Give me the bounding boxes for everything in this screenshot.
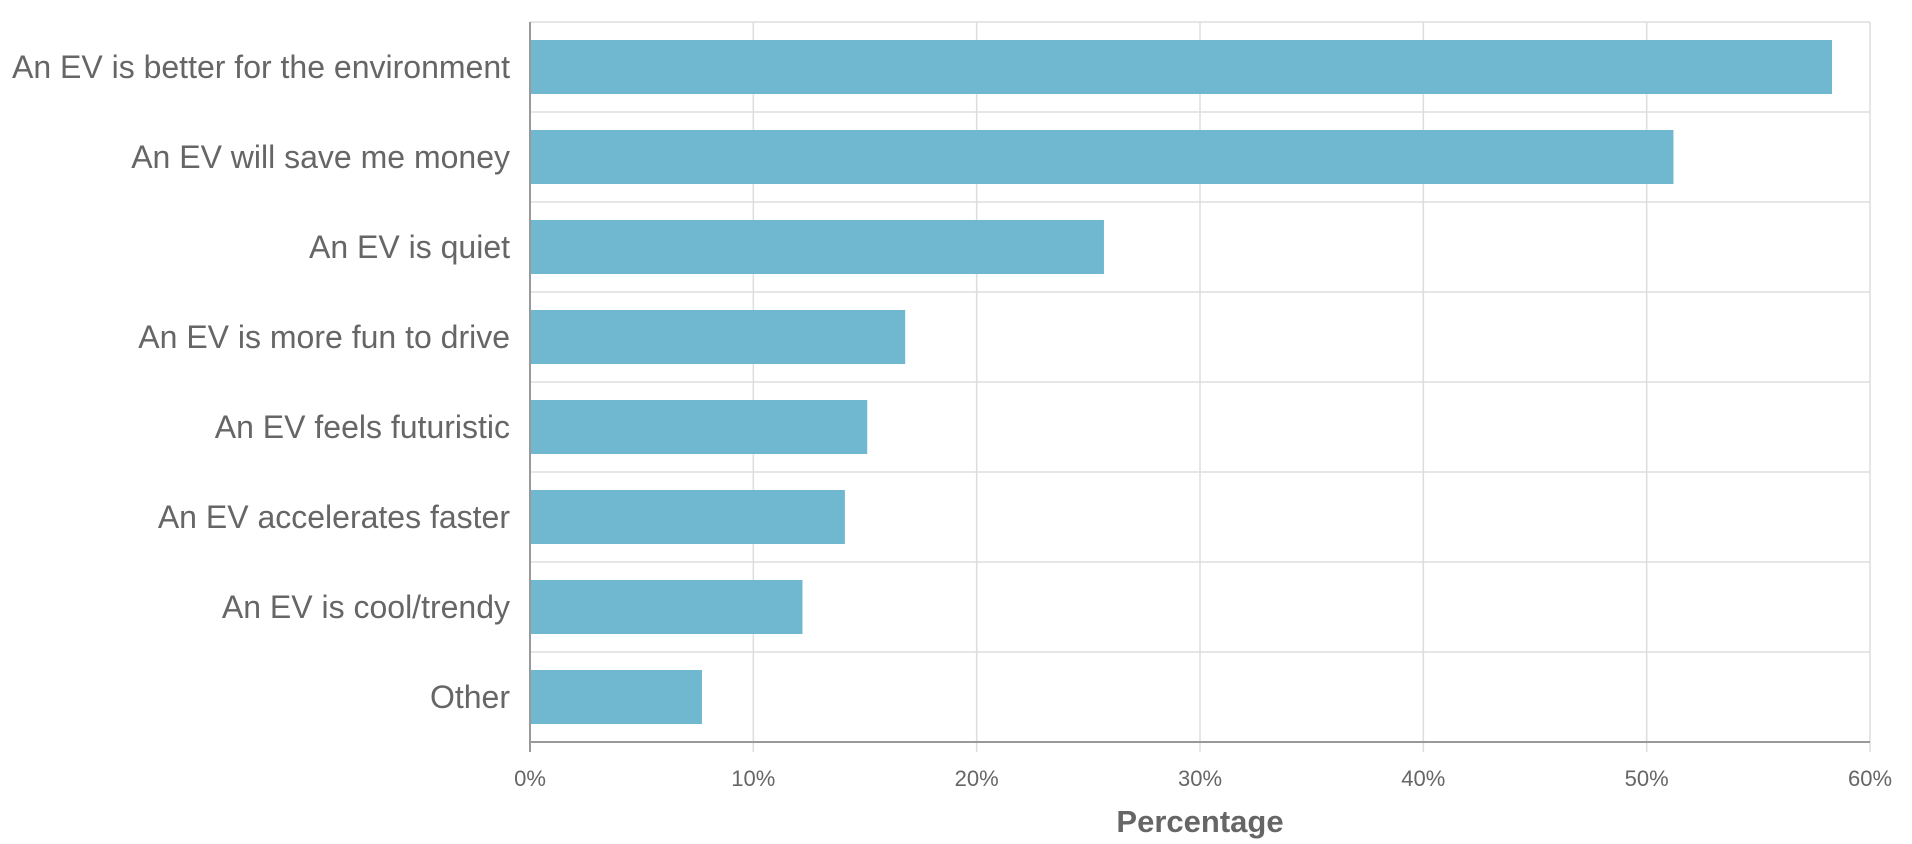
x-tick-label: 20% <box>955 766 999 791</box>
bars <box>530 40 1833 724</box>
bar <box>530 490 845 544</box>
category-label: Other <box>430 679 510 715</box>
x-tick-label: 10% <box>731 766 775 791</box>
x-tick-labels: 0% 10% 20% 30% 40% 50% 60% <box>514 766 1892 791</box>
category-label: An EV is better for the environment <box>12 49 510 85</box>
category-label: An EV is quiet <box>309 229 510 265</box>
x-tick-label: 0% <box>514 766 546 791</box>
x-tick-label: 40% <box>1401 766 1445 791</box>
bar <box>530 310 906 364</box>
x-tick-label: 60% <box>1848 766 1892 791</box>
bar <box>530 670 702 724</box>
category-label: An EV accelerates faster <box>158 499 511 535</box>
axes <box>529 22 1870 752</box>
bar <box>530 220 1104 274</box>
category-label: An EV will save me money <box>131 139 510 175</box>
bar <box>530 580 803 634</box>
x-tick-label: 30% <box>1178 766 1222 791</box>
bar <box>530 400 868 454</box>
bar <box>530 40 1833 94</box>
bar <box>530 130 1674 184</box>
category-label: An EV is more fun to drive <box>138 319 510 355</box>
x-axis-title: Percentage <box>1116 804 1283 839</box>
category-label: An EV feels futuristic <box>215 409 510 445</box>
category-label: An EV is cool/trendy <box>222 589 510 625</box>
category-labels: An EV is better for the environment An EV… <box>12 49 510 715</box>
x-tick-label: 50% <box>1625 766 1669 791</box>
